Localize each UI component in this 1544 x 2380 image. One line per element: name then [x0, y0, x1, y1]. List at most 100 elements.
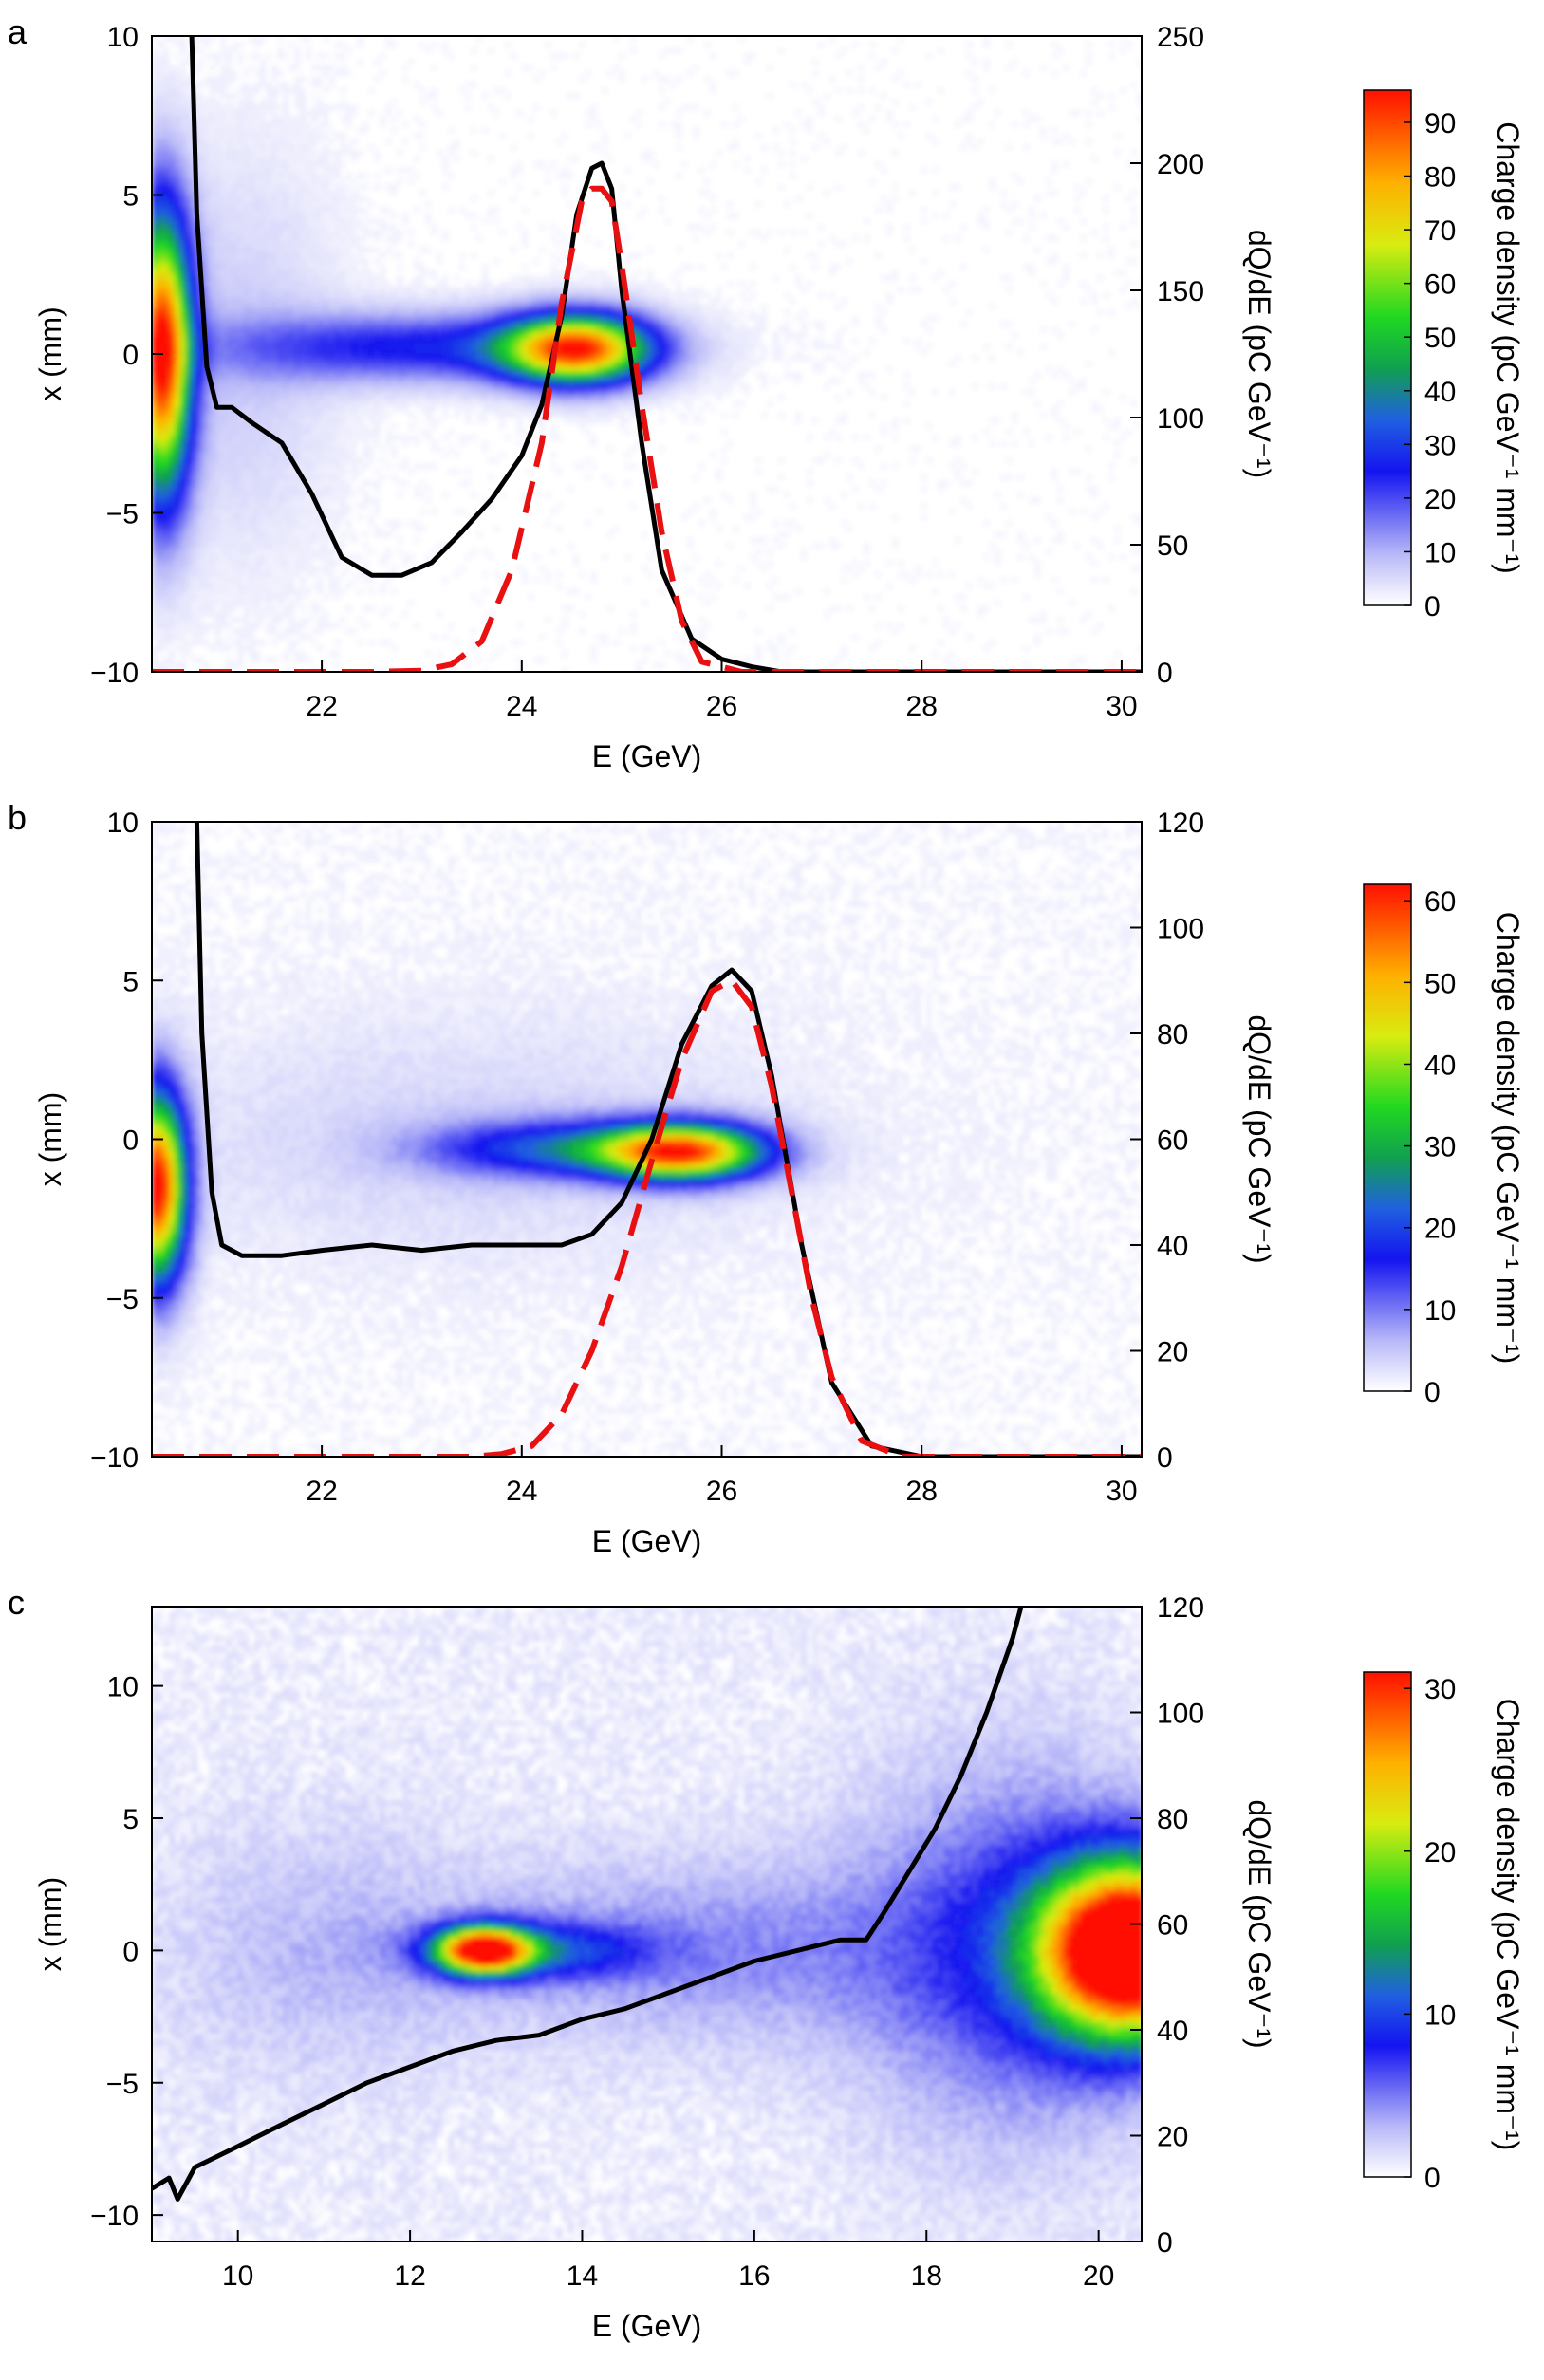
heatmap-cell — [158, 355, 164, 362]
heatmap-cell — [693, 65, 699, 71]
heatmap-cell — [237, 355, 244, 362]
heatmap-cell — [676, 292, 682, 299]
heatmap-cell — [254, 207, 261, 214]
heatmap-cell — [1137, 423, 1142, 430]
heatmap-cell — [704, 190, 711, 196]
heatmap-cell — [357, 298, 363, 305]
heatmap-cell — [636, 344, 642, 350]
heatmap-cell — [425, 93, 432, 100]
heatmap-cell — [226, 47, 233, 54]
heatmap-cell — [687, 349, 694, 356]
heatmap-cell — [186, 247, 193, 253]
heatmap-cell — [226, 418, 233, 424]
heatmap-cell — [1108, 247, 1115, 253]
heatmap-cell — [266, 264, 272, 270]
heatmap-cell — [408, 389, 415, 396]
heatmap-cell — [647, 366, 654, 373]
heatmap-cell — [596, 144, 603, 151]
heatmap-cell — [345, 304, 352, 310]
heatmap-cell — [1131, 82, 1138, 88]
heatmap-cell — [624, 429, 631, 436]
heatmap-cell — [437, 378, 443, 384]
heatmap-cell — [300, 139, 307, 145]
heatmap-cell — [345, 144, 352, 151]
heatmap-cell — [881, 167, 887, 174]
heatmap-cell — [727, 366, 734, 373]
heatmap-cell — [761, 304, 768, 310]
heatmap-cell — [226, 292, 233, 299]
heatmap-cell — [875, 104, 882, 111]
heatmap-cell — [237, 406, 244, 413]
heatmap-cell — [203, 423, 210, 430]
heatmap-cell — [642, 366, 648, 373]
heatmap-cell — [277, 349, 284, 356]
heatmap-cell — [437, 400, 443, 407]
heatmap-cell — [676, 349, 682, 356]
heatmap-cell — [306, 121, 312, 128]
heatmap-cell — [385, 167, 392, 174]
heatmap-cell — [385, 412, 392, 418]
heatmap-cell — [186, 76, 193, 83]
heatmap-cell — [966, 53, 973, 60]
heatmap-cell — [1086, 139, 1092, 145]
heatmap-cell — [260, 400, 267, 407]
heatmap-cell — [158, 139, 164, 145]
heatmap-cell — [414, 207, 420, 214]
heatmap-cell — [334, 292, 341, 299]
heatmap-cell — [368, 429, 375, 436]
heatmap-cell — [613, 287, 620, 293]
heatmap-cell — [288, 383, 295, 390]
heatmap-cell — [254, 139, 261, 145]
heatmap-cell — [471, 309, 477, 316]
heatmap-cell — [476, 281, 483, 288]
heatmap-cell — [471, 252, 477, 259]
heatmap-cell — [892, 275, 899, 282]
heatmap-cell — [1097, 93, 1104, 100]
heatmap-cell — [294, 258, 301, 265]
heatmap-cell — [186, 178, 193, 185]
heatmap-cell — [454, 287, 460, 293]
heatmap-cell — [306, 435, 312, 441]
heatmap-cell — [283, 418, 289, 424]
heatmap-cell — [163, 241, 170, 248]
heatmap-cell — [374, 366, 381, 373]
heatmap-cell — [345, 389, 352, 396]
heatmap-cell — [596, 378, 603, 384]
heatmap-cell — [323, 241, 329, 248]
heatmap-cell — [676, 326, 682, 333]
heatmap-cell — [425, 338, 432, 344]
heatmap-cell — [340, 400, 346, 407]
heatmap-cell — [670, 383, 677, 390]
heatmap-cell — [186, 139, 193, 145]
heatmap-cell — [955, 440, 961, 447]
heatmap-cell — [260, 207, 267, 214]
heatmap-cell — [505, 287, 512, 293]
heatmap-cell — [516, 304, 523, 310]
heatmap-cell — [983, 42, 990, 48]
heatmap-cell — [653, 326, 660, 333]
heatmap-cell — [476, 355, 483, 362]
heatmap-cell — [516, 440, 523, 447]
heatmap-cell — [311, 156, 318, 162]
heatmap-cell — [659, 400, 665, 407]
heatmap-cell — [351, 139, 358, 145]
heatmap-cell — [670, 378, 677, 384]
heatmap-cell — [306, 270, 312, 276]
heatmap-cell — [192, 366, 198, 373]
heatmap-cell — [550, 65, 557, 71]
heatmap-cell — [488, 372, 494, 379]
heatmap-cell — [220, 264, 227, 270]
heatmap-cell — [214, 224, 221, 231]
heatmap-cell — [585, 429, 591, 436]
heatmap-cell — [1023, 429, 1030, 436]
heatmap-cell — [180, 366, 187, 373]
heatmap-cell — [533, 389, 540, 396]
heatmap-cell — [1046, 292, 1052, 299]
heatmap-cell — [300, 400, 307, 407]
heatmap-cell — [676, 361, 682, 367]
heatmap-cell — [243, 127, 250, 134]
heatmap-cell — [163, 156, 170, 162]
heatmap-cell — [790, 127, 796, 134]
heatmap-cell — [294, 53, 301, 60]
heatmap-cell — [385, 435, 392, 441]
